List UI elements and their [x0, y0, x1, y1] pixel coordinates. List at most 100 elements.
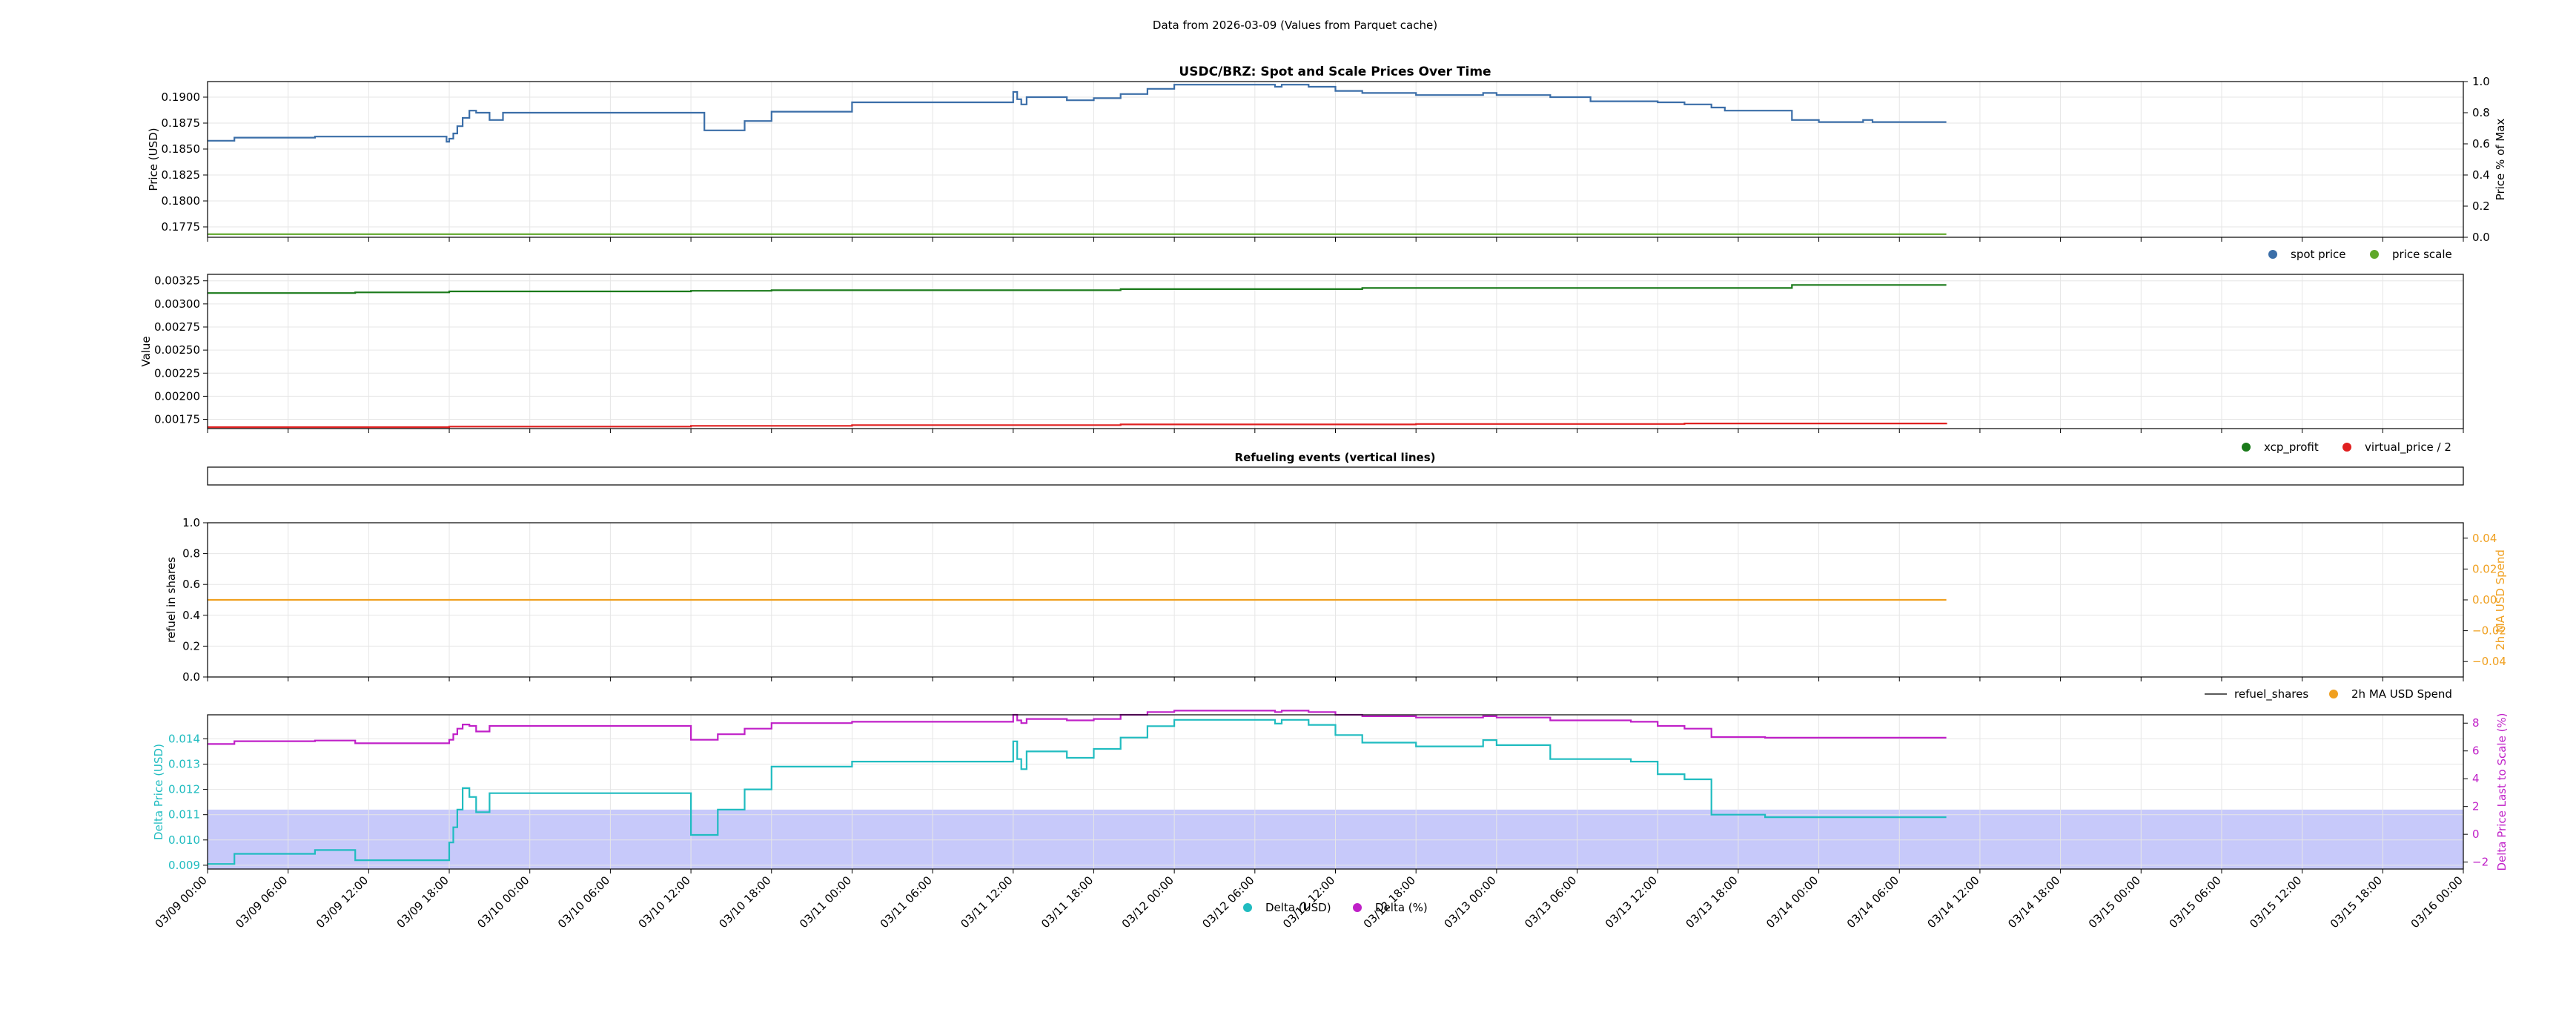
- y-tick-label: 0.0: [182, 670, 200, 684]
- panel4-y-ticks: 0.0 0.2 0.4 0.6 0.8 1.0: [182, 516, 208, 684]
- x-tick-label: 03/09 00:00: [153, 873, 210, 931]
- y-tick-label: 0.1825: [162, 168, 201, 182]
- x-tick-label: 03/14 18:00: [2005, 873, 2062, 931]
- legend-label-virtual-price: virtual_price / 2: [2365, 440, 2451, 455]
- legend-item-refuel-shares: refuel_shares: [2205, 687, 2308, 701]
- y2-tick-label: −2: [2472, 856, 2489, 869]
- panel1-y2label: Price % of Max: [2494, 119, 2507, 201]
- y-tick-label: 0.1850: [162, 142, 201, 156]
- legend-item-delta-usd: Delta (USD): [1243, 901, 1331, 914]
- panel-delta: 0.009 0.010 0.011 0.012 0.013 0.014 −2 0 2 4 6 8 D…: [152, 710, 2509, 931]
- legend-label-delta-pct: Delta (%): [1375, 901, 1428, 914]
- legend-label-usd-spend: 2h MA USD Spend: [2351, 687, 2452, 701]
- y2-tick-label: 0: [2472, 828, 2480, 841]
- x-axis-tick-labels: 03/09 00:00 03/09 06:00 03/09 12:00 03/09 1…: [153, 873, 2466, 931]
- panel1-x-ticks: [207, 237, 2464, 242]
- series-line-delta-usd: [208, 719, 1947, 865]
- x-tick-label: 03/16 00:00: [2408, 873, 2466, 931]
- y-tick-label: 0.013: [168, 757, 200, 770]
- panel-refuel-shares: 0.0 0.2 0.4 0.6 0.8 1.0 −0.04 −0.02 0.00 0.02 0.0…: [165, 516, 2507, 701]
- series-line-delta: [208, 710, 1947, 745]
- legend-marker-delta-usd: [1243, 903, 1252, 912]
- panel2-x-ticks: [207, 429, 2464, 433]
- y-tick-label: 0.00275: [154, 320, 200, 334]
- x-tick-label: 03/10 18:00: [716, 873, 773, 931]
- panel2-ylabel: Value: [139, 336, 153, 366]
- y2-tick-label: 0.6: [2472, 137, 2490, 151]
- x-tick-label: 03/14 12:00: [1925, 873, 1982, 931]
- y2-tick-label: 0.2: [2472, 199, 2490, 213]
- panel5-y2-ticks: −2 0 2 4 6 8: [2463, 716, 2489, 869]
- x-tick-label: 03/15 12:00: [2247, 873, 2304, 931]
- panel3-title: Refueling events (vertical lines): [1235, 451, 1436, 464]
- series-line-virtual-price-2: [208, 423, 1947, 429]
- x-tick-label: 03/14 00:00: [1764, 873, 1821, 931]
- y-tick-label: 0.012: [168, 783, 200, 796]
- panel1-grid: [207, 82, 2464, 237]
- legend-item-usd-spend: 2h MA USD Spend: [2329, 687, 2452, 701]
- y-tick-label: 0.4: [182, 609, 200, 622]
- x-tick-label: 03/10 00:00: [474, 873, 532, 931]
- y-tick-label: 0.00175: [154, 413, 200, 426]
- legend-item-virtual-price: virtual_price / 2: [2342, 440, 2451, 455]
- panel1-y-ticks: 0.1775 0.1800 0.1825 0.1850 0.1875 0.1900: [162, 90, 208, 234]
- panel3-frame: [207, 466, 2464, 486]
- panel2-y-ticks: 0.00175 0.00200 0.00225 0.00250 0.00275 0.003…: [154, 274, 208, 426]
- x-tick-label: 03/12 00:00: [1119, 873, 1176, 931]
- legend-marker-delta-pct: [1353, 903, 1362, 912]
- panel2-grid: [207, 274, 2464, 429]
- legend-marker-spot-price: [2268, 250, 2277, 259]
- panel1-y2-ticks: 0.0 0.2 0.4 0.6 0.8 1.0: [2463, 75, 2490, 244]
- y-tick-label: 0.00250: [154, 343, 200, 357]
- x-tick-label: 03/14 06:00: [1844, 873, 1901, 931]
- y-tick-label: 0.1800: [162, 194, 201, 208]
- panel5-y2label: Delta Price Last to Scale (%): [2495, 713, 2509, 871]
- y2-tick-label: 1.0: [2472, 75, 2490, 88]
- series-line-xcp-profit: [208, 284, 1947, 294]
- y2-tick-label: 0.8: [2472, 106, 2490, 119]
- panel1-legend: spot price price scale: [2268, 248, 2452, 261]
- panel-xcp-virtual: 0.00175 0.00200 0.00225 0.00250 0.00275 0.003…: [139, 274, 2464, 455]
- panel1-title: USDC/BRZ: Spot and Scale Prices Over Tim…: [1179, 65, 1491, 79]
- legend-marker-virtual-price: [2342, 443, 2351, 452]
- panel5-marks: [208, 710, 1947, 865]
- x-tick-label: 03/15 06:00: [2167, 873, 2224, 931]
- y-tick-label: 1.0: [182, 516, 200, 529]
- panel2-marks: [208, 284, 1947, 429]
- panel-refuel-events: Refueling events (vertical lines): [207, 451, 2464, 486]
- legend-item-price-scale: price scale: [2370, 248, 2452, 261]
- y2-tick-label: 0.00: [2472, 593, 2497, 607]
- y2-tick-label: 2: [2472, 800, 2480, 813]
- legend-label-xcp-profit: xcp_profit: [2264, 440, 2319, 455]
- panel5-ylabel: Delta Price (USD): [152, 744, 165, 840]
- legend-marker-price-scale: [2370, 250, 2379, 259]
- y-tick-label: 0.009: [168, 859, 200, 872]
- x-tick-label: 03/13 00:00: [1441, 873, 1498, 931]
- y2-tick-label: −0.04: [2472, 655, 2506, 668]
- x-tick-label: 03/09 06:00: [233, 873, 290, 931]
- x-tick-label: 03/15 00:00: [2086, 873, 2143, 931]
- x-tick-label: 03/15 18:00: [2328, 873, 2385, 931]
- y2-tick-label: 4: [2472, 772, 2480, 785]
- y2-tick-label: −0.02: [2472, 624, 2506, 638]
- y2-tick-label: 0.02: [2472, 562, 2497, 575]
- y-tick-label: 0.00300: [154, 297, 200, 311]
- legend-marker-usd-spend: [2329, 690, 2338, 698]
- legend-item-spot-price: spot price: [2268, 248, 2346, 261]
- y2-tick-label: 6: [2472, 744, 2480, 758]
- legend-label-spot-price: spot price: [2291, 248, 2346, 261]
- panel1-ylabel: Price (USD): [147, 128, 160, 191]
- y-tick-label: 0.2: [182, 639, 200, 653]
- x-tick-label: 03/13 06:00: [1522, 873, 1579, 931]
- panel5-y-ticks: 0.009 0.010 0.011 0.012 0.013 0.014: [168, 732, 208, 872]
- legend-item-delta-pct: Delta (%): [1353, 901, 1428, 914]
- y-tick-label: 0.1900: [162, 90, 201, 104]
- panel4-y2label: 2h MA USD Spend: [2494, 549, 2507, 650]
- x-tick-label: 03/11 06:00: [878, 873, 935, 931]
- panel4-legend: refuel_shares 2h MA USD Spend: [2205, 687, 2452, 701]
- y-tick-label: 0.1775: [162, 220, 201, 234]
- x-tick-label: 03/13 18:00: [1683, 873, 1740, 931]
- panel5-legend: Delta (USD) Delta (%): [1243, 901, 1428, 914]
